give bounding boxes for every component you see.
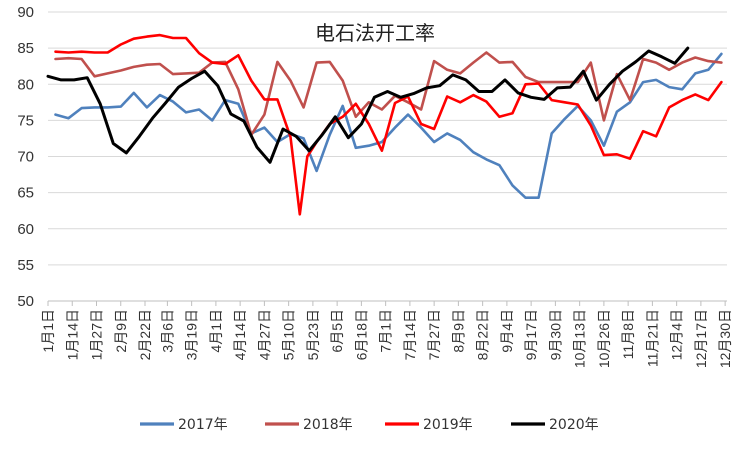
x-tick-label: 8月22日 bbox=[475, 309, 491, 360]
y-tick-label: 75 bbox=[17, 112, 34, 129]
x-tick-label: 4月14日 bbox=[232, 309, 248, 360]
x-tick-label: 1月27日 bbox=[89, 309, 105, 360]
x-tick-label: 12月17日 bbox=[693, 309, 709, 368]
x-tick-label: 9月17日 bbox=[523, 309, 539, 360]
y-tick-label: 85 bbox=[17, 40, 34, 57]
x-tick-label: 12月30日 bbox=[717, 309, 733, 368]
x-tick-label: 2月22日 bbox=[137, 309, 153, 360]
x-tick-label: 4月27日 bbox=[256, 309, 272, 360]
series-lines bbox=[46, 33, 723, 216]
y-tick-label: 55 bbox=[17, 257, 34, 274]
x-tick-label: 3月19日 bbox=[184, 309, 200, 360]
x-tick-label: 6月18日 bbox=[353, 309, 369, 360]
x-tick-label: 7月14日 bbox=[402, 309, 418, 360]
x-tick-label: 2月9日 bbox=[113, 309, 129, 353]
series-line-2019年 bbox=[54, 33, 723, 216]
x-tick-label: 7月27日 bbox=[426, 309, 442, 360]
legend-label: 2019年 bbox=[423, 417, 473, 433]
y-tick-label: 80 bbox=[17, 76, 34, 93]
x-tick-label: 1月1日 bbox=[40, 309, 56, 353]
x-tick-label: 6月5日 bbox=[329, 309, 345, 353]
legend-label: 2018年 bbox=[303, 417, 353, 433]
x-tick-label: 9月4日 bbox=[499, 309, 515, 353]
chart-title: 电石法开工率 bbox=[315, 21, 435, 45]
x-tick-label: 9月30日 bbox=[547, 309, 563, 360]
y-tick-label: 70 bbox=[17, 149, 34, 166]
x-tick-label: 12月4日 bbox=[669, 309, 685, 360]
x-tick-label: 11月21日 bbox=[644, 309, 660, 367]
legend: 2017年 2018年 2019年 2020年 bbox=[140, 417, 599, 433]
x-tick-label: 3月6日 bbox=[159, 309, 175, 353]
y-tick-label: 65 bbox=[17, 185, 34, 202]
y-tick-label: 50 bbox=[17, 293, 34, 310]
legend-label: 2020年 bbox=[549, 417, 599, 433]
y-tick-label: 60 bbox=[17, 221, 34, 238]
x-tick-label: 5月23日 bbox=[305, 309, 321, 360]
x-tick-label: 11月8日 bbox=[620, 309, 636, 359]
x-tick-label: 7月1日 bbox=[378, 309, 394, 353]
x-tick-label: 10月26日 bbox=[596, 309, 612, 368]
x-tick-label: 1月14日 bbox=[64, 309, 80, 360]
grid-lines bbox=[48, 11, 727, 302]
x-tick-label: 10月13日 bbox=[572, 309, 588, 368]
series-line-2017年 bbox=[54, 52, 723, 199]
x-tick-label: 4月1日 bbox=[208, 309, 224, 353]
x-axis-ticks: 1月1日 1月14日 1月27日 2月9日 2月22日 3月6日 3月19日 4月1日 4月14… bbox=[40, 301, 733, 368]
y-axis-ticks: 50 55 60 65 70 75 80 85 90 bbox=[17, 4, 34, 310]
y-tick-label: 90 bbox=[17, 4, 34, 21]
x-tick-label: 8月9日 bbox=[450, 309, 466, 353]
legend-label: 2017年 bbox=[178, 417, 228, 433]
series-line-2018年 bbox=[54, 51, 723, 137]
x-tick-label: 5月10日 bbox=[281, 309, 297, 360]
series-line-2020年 bbox=[46, 46, 690, 164]
